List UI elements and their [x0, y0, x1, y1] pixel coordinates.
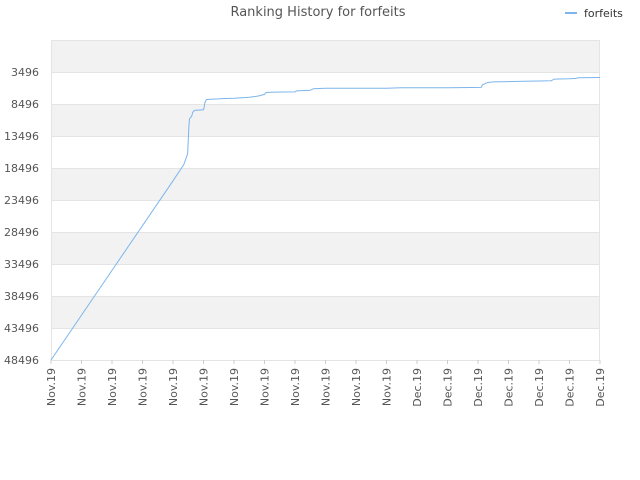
x-tick-label: Dec.19 — [472, 368, 485, 407]
y-tick-label: 43496 — [4, 322, 39, 335]
x-tick-label: Dec.19 — [594, 368, 607, 407]
y-tick-label: 23496 — [4, 194, 39, 207]
x-tick-label: Dec.19 — [564, 368, 577, 407]
plot-band — [51, 136, 600, 168]
y-tick-label: 13496 — [4, 130, 39, 143]
plot-band — [51, 168, 600, 200]
x-tick-label: Nov.19 — [289, 368, 302, 406]
x-tick-label: Nov.19 — [137, 368, 150, 406]
plot-band — [51, 296, 600, 328]
y-tick-label: 3496 — [11, 66, 39, 79]
x-tick-label: Nov.19 — [350, 368, 363, 406]
x-tick-label: Nov.19 — [167, 368, 180, 406]
plot-bands — [51, 40, 600, 360]
legend[interactable]: forfeits — [565, 7, 623, 20]
x-tick-label: Nov.19 — [320, 368, 333, 406]
y-axis: 3496 8496 13496 18496 23496 28496 33496 38496 43… — [4, 66, 39, 367]
x-tick-label: Nov.19 — [45, 368, 58, 406]
x-tick-label: Nov.19 — [381, 368, 394, 406]
x-tick-label: Dec.19 — [533, 368, 546, 407]
x-tick-label: Dec.19 — [442, 368, 455, 407]
y-tick-label: 38496 — [4, 290, 39, 303]
x-tick-label: Dec.19 — [503, 368, 516, 407]
plot-band — [51, 264, 600, 296]
x-tick-label: Nov.19 — [228, 368, 241, 406]
plot-band — [51, 232, 600, 264]
series-line-forfeits — [50, 77, 601, 361]
legend-label: forfeits — [584, 7, 623, 20]
plot-band — [51, 104, 600, 136]
x-tick-label: Nov.19 — [259, 368, 272, 406]
plot-band — [51, 200, 600, 232]
y-tick-label: 33496 — [4, 258, 39, 271]
x-tick-label: Nov.19 — [76, 368, 89, 406]
y-tick-label: 8496 — [11, 98, 39, 111]
chart-title: Ranking History for forfeits — [230, 5, 405, 20]
x-tick-label: Dec.19 — [411, 368, 424, 407]
series-layer — [50, 77, 601, 361]
x-axis: Nov.19 Nov.19 Nov.19 Nov.19 Nov.19 Nov.19 Nov.… — [45, 360, 607, 407]
plot-band — [51, 328, 600, 360]
y-tick-label: 48496 — [4, 354, 39, 367]
y-tick-label: 18496 — [4, 162, 39, 175]
x-tick-label: Nov.19 — [106, 368, 119, 406]
x-tick-label: Nov.19 — [198, 368, 211, 406]
y-tick-label: 28496 — [4, 226, 39, 239]
plot-band — [51, 40, 600, 72]
